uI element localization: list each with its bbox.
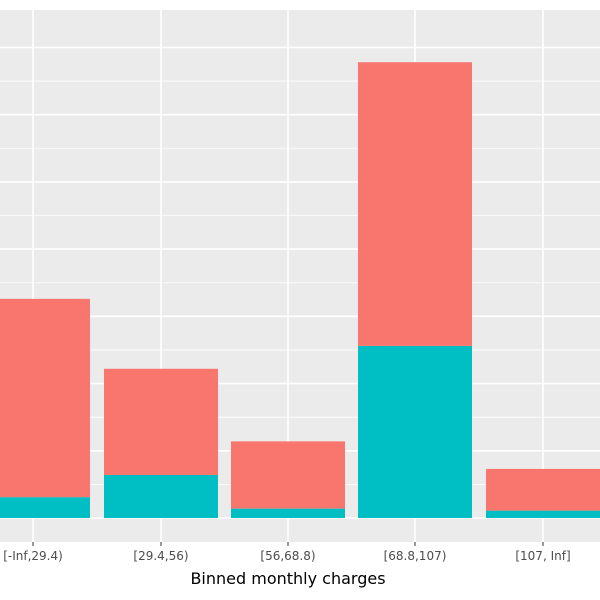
x-axis-title: Binned monthly charges: [190, 569, 385, 588]
bar-segment-bottom: [231, 508, 345, 518]
bars: [0, 62, 600, 518]
x-tick-label: [-Inf,29.4): [3, 549, 63, 563]
x-tick-label: [107, Inf]: [515, 549, 570, 563]
bar-segment-top: [358, 62, 472, 346]
x-axis-ticks: [-Inf,29.4) [29.4,56) [56,68.8) [68.8,107) […: [3, 542, 571, 563]
x-tick-label: [56,68.8): [260, 549, 315, 563]
x-tick-label: [68.8,107): [384, 549, 447, 563]
bar-segment-bottom: [358, 345, 472, 518]
bar-segment-bottom: [0, 497, 90, 518]
x-tick-label: [29.4,56): [133, 549, 188, 563]
bar-segment-bottom: [486, 510, 600, 518]
bar-segment-bottom: [104, 474, 218, 518]
bar-segment-top: [0, 298, 90, 498]
bar-segment-top: [486, 468, 600, 511]
bar-segment-top: [231, 441, 345, 509]
bar-segment-top: [104, 368, 218, 475]
